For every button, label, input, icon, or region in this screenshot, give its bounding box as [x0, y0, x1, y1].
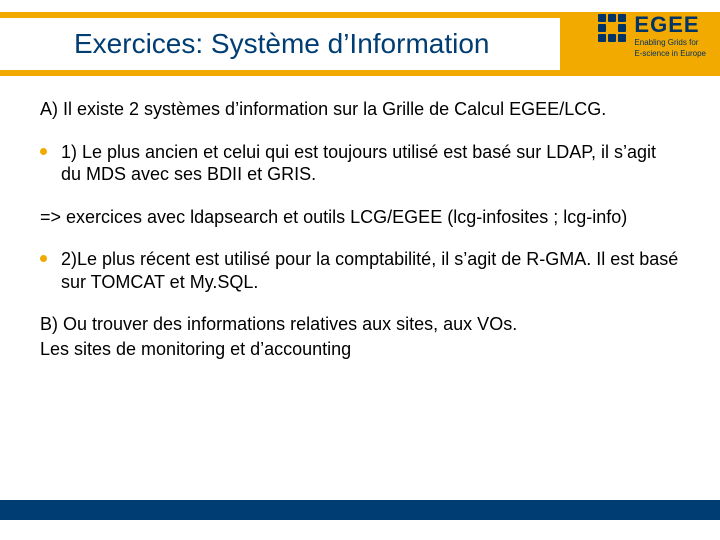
bullet-text-2: 2)Le plus récent est utilisé pour la com… [61, 248, 680, 293]
logo-mark-icon [598, 14, 626, 42]
slide-root: { "colors": { "header_bg": "#f2a900", "t… [0, 0, 720, 540]
paragraph-b2: Les sites de monitoring et d’accounting [40, 338, 680, 361]
logo-dot [618, 14, 626, 22]
logo-dot [598, 24, 606, 32]
bullet-text-1: 1) Le plus ancien et celui qui est toujo… [61, 141, 680, 186]
logo-dot [608, 34, 616, 42]
paragraph-b1: B) Ou trouver des informations relatives… [40, 313, 680, 336]
slide-body: A) Il existe 2 systèmes d’information su… [40, 98, 680, 380]
title-strip: Exercices: Système d’Information [0, 18, 560, 70]
paragraph-arrow: => exercices avec ldapsearch et outils L… [40, 206, 680, 229]
bullet-icon [40, 148, 47, 155]
paragraph-a: A) Il existe 2 systèmes d’information su… [40, 98, 680, 121]
slide-title: Exercices: Système d’Information [0, 28, 490, 60]
bullet-item-1: 1) Le plus ancien et celui qui est toujo… [40, 141, 680, 186]
logo-dot [618, 34, 626, 42]
logo-dot [598, 14, 606, 22]
bullet-item-2: 2)Le plus récent est utilisé pour la com… [40, 248, 680, 293]
logo-dot [598, 34, 606, 42]
footer-bar [0, 500, 720, 520]
logo-tagline-1: Enabling Grids for [634, 38, 706, 47]
logo-dot [608, 14, 616, 22]
logo-name: EGEE [634, 14, 706, 36]
logo-tagline-2: E-science in Europe [634, 49, 706, 58]
bullet-icon [40, 255, 47, 262]
logo-dot [608, 24, 616, 32]
logo-dot [618, 24, 626, 32]
logo-text: EGEE Enabling Grids for E-science in Eur… [634, 14, 706, 58]
egee-logo: EGEE Enabling Grids for E-science in Eur… [598, 14, 706, 58]
